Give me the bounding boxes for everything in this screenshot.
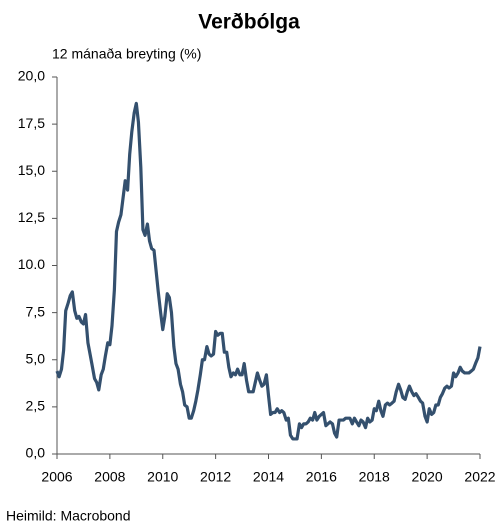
x-tick-label: 2010	[147, 469, 178, 485]
y-tick-label: 2,5	[26, 398, 46, 414]
x-tick-label: 2008	[94, 469, 125, 485]
x-tick-label: 2006	[41, 469, 72, 485]
y-tick-label: 20,0	[18, 68, 45, 84]
y-tick-label: 12,5	[18, 209, 45, 225]
y-tick-label: 15,0	[18, 162, 45, 178]
x-tick-label: 2018	[359, 469, 390, 485]
subtitle: 12 mánaða breyting (%)	[52, 46, 201, 62]
x-tick-label: 2020	[412, 469, 443, 485]
y-tick-label: 0,0	[26, 445, 46, 461]
y-tick-label: 5,0	[26, 350, 46, 366]
y-tick-label: 10.0	[18, 256, 45, 272]
data-line	[55, 101, 482, 441]
source: Heimild: Macrobond	[6, 508, 131, 524]
y-tick-label: 7,5	[26, 303, 46, 319]
x-tick-label: 2016	[306, 469, 337, 485]
x-tick-label: 2012	[200, 469, 231, 485]
y-tick-label: 17,5	[18, 115, 45, 131]
x-tick-label: 2022	[464, 469, 495, 485]
x-tick-label: 2014	[253, 469, 284, 485]
chart-title: Verðbólga	[198, 11, 300, 34]
